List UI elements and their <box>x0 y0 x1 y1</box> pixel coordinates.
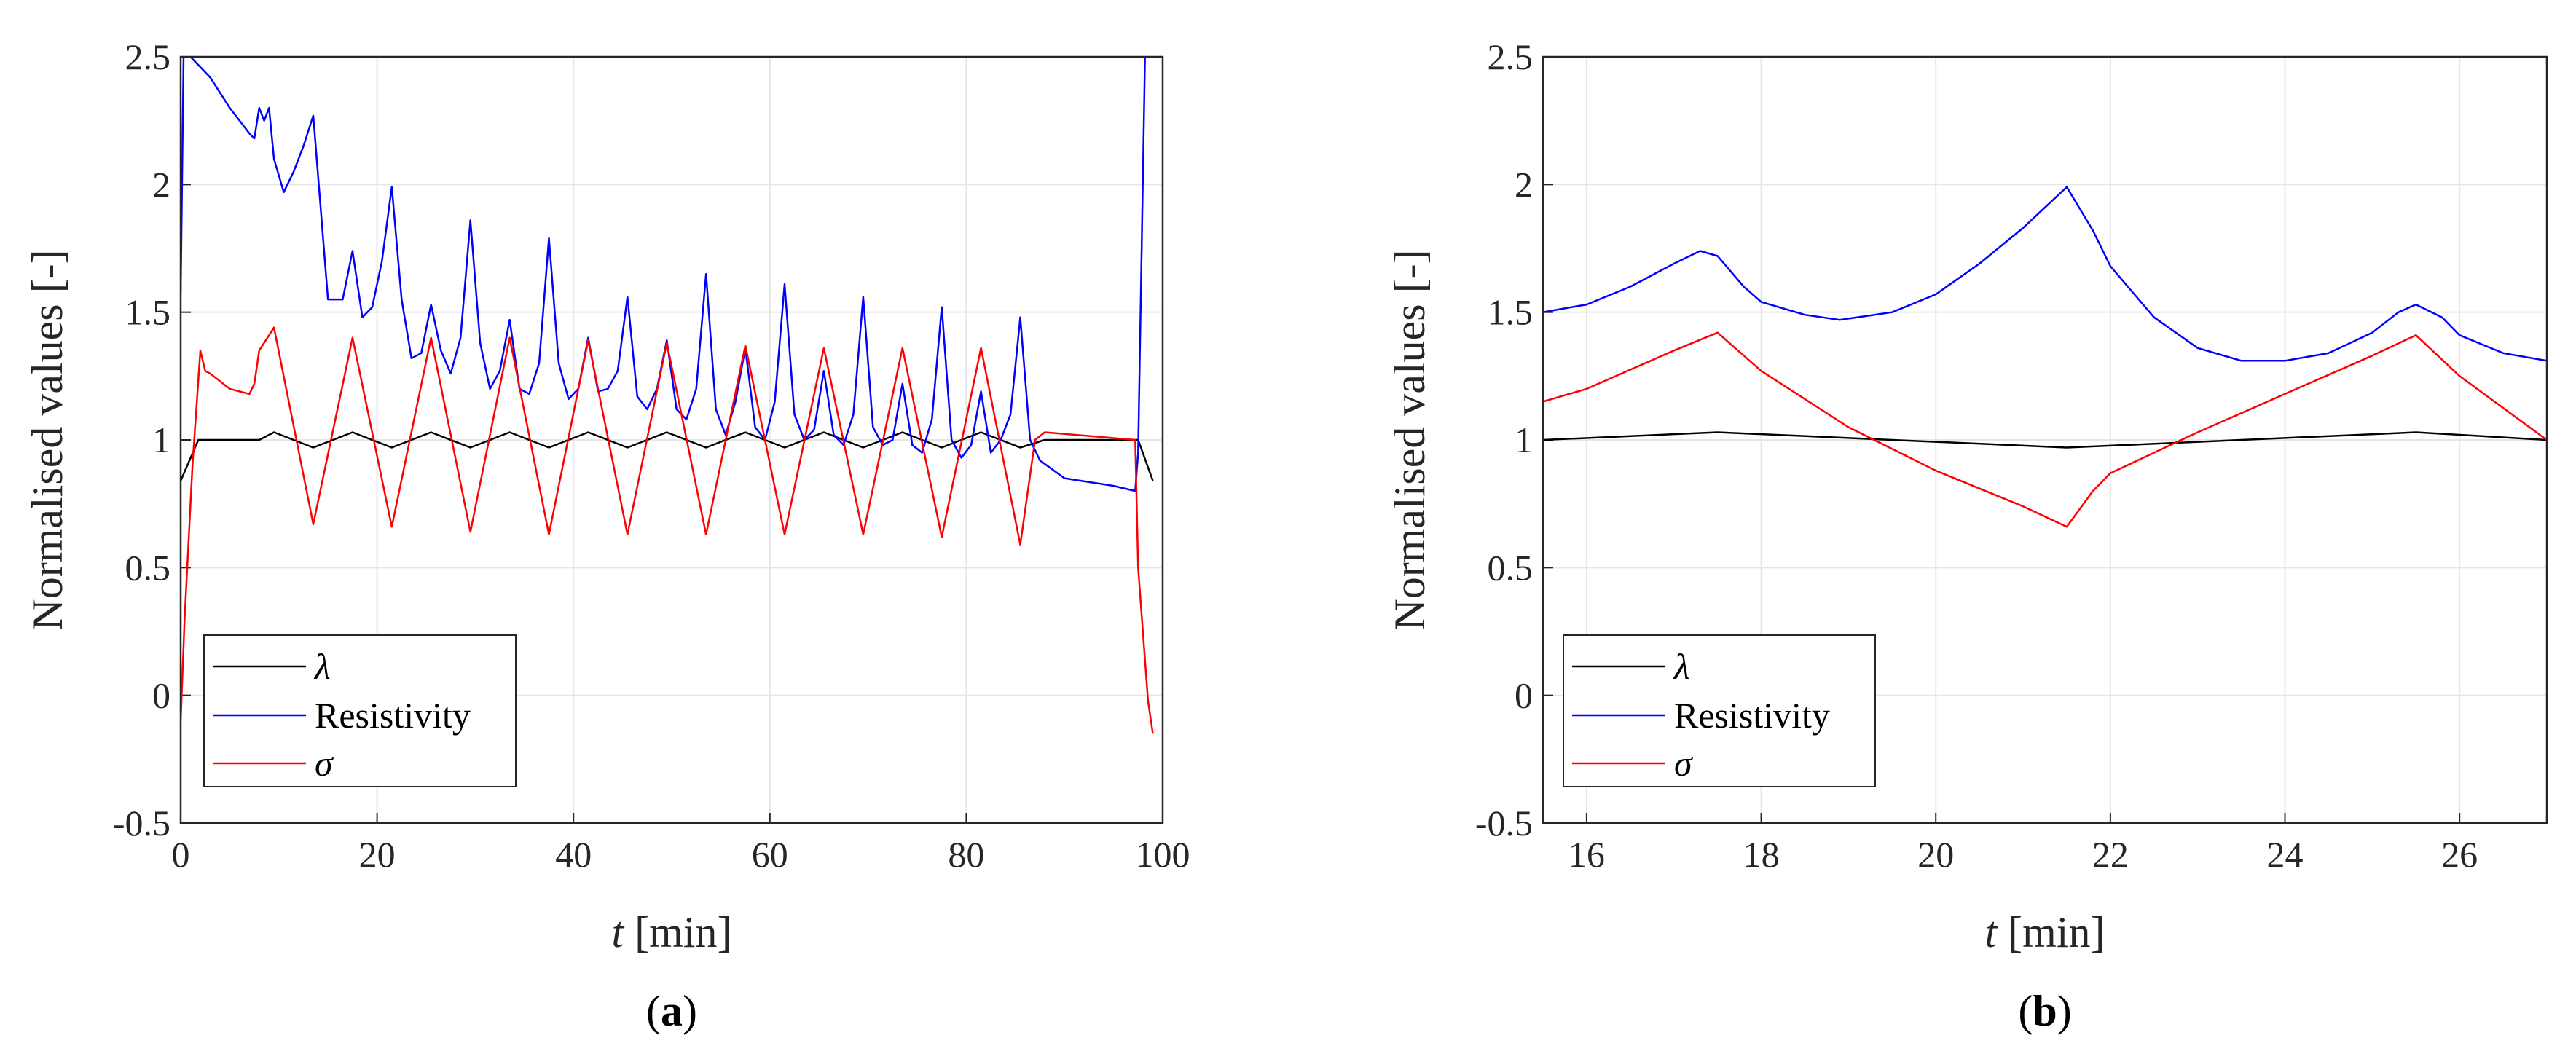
x-tick-label: 40 <box>555 834 592 875</box>
series-a <box>181 57 1154 734</box>
legend-label-sigma-b: σ <box>1674 743 1694 784</box>
y-tick-label: -0.5 <box>113 803 170 843</box>
y-tick-label: 1.5 <box>1488 292 1534 333</box>
y-tick-label: -0.5 <box>1475 803 1533 843</box>
series-line-sigma-a <box>181 326 1154 734</box>
x-tick-label: 60 <box>752 834 788 875</box>
x-axis-label-b: t [min] <box>1985 908 2105 956</box>
plot-frame-b <box>1542 55 2548 824</box>
y-tick-label: 2.5 <box>125 36 171 77</box>
y-tick-label: 2 <box>152 164 170 205</box>
x-tick-label: 100 <box>1136 834 1190 875</box>
legend-label-resistivity-a: Resistivity <box>315 695 471 736</box>
y-tick-label: 0.5 <box>1488 547 1534 588</box>
y-ticks-b: -0.5 0 0.5 1 1.5 2 2.5 <box>1475 36 1553 843</box>
legend-label-sigma-a: σ <box>315 743 334 784</box>
x-ticks-a: 0 20 40 60 80 100 <box>172 813 1190 875</box>
series-line-sigma-b <box>1543 331 2547 528</box>
legend-box-b <box>1563 634 1876 787</box>
legend-a: λ Resistivity σ <box>203 634 517 787</box>
y-tick-label: 1.5 <box>125 292 171 333</box>
y-tick-label: 0 <box>1515 675 1533 716</box>
y-tick-label: 2 <box>1515 164 1533 205</box>
legend-box-a <box>203 634 517 787</box>
y-axis-label-a: Normalised values [-] <box>23 249 71 630</box>
x-tick-label: 26 <box>2441 834 2478 875</box>
legend-label-lambda-b: λ <box>1673 646 1690 687</box>
series-b <box>1543 186 2547 528</box>
x-axis-unit-b: [min] <box>1997 908 2105 956</box>
x-axis-label-a: t [min] <box>612 908 732 956</box>
panel-b: -0.5 0 0.5 1 1.5 2 2.5 16 18 20 22 24 26 Normalised… <box>1386 36 2548 1035</box>
legend-b: λ Resistivity σ <box>1563 634 1876 787</box>
panel-a: -0.500.511.522.5 0 20 40 60 80 100 Normalised… <box>23 36 1190 1035</box>
y-tick-label: 1 <box>152 420 170 460</box>
x-tick-label: 20 <box>359 834 396 875</box>
panel-caption-a: (a) <box>646 987 697 1035</box>
x-tick-label: 24 <box>2267 834 2304 875</box>
y-tick-label: 0.5 <box>125 547 171 588</box>
y-tick-label: 1 <box>1515 420 1533 460</box>
legend-label-lambda-a: λ <box>313 646 331 687</box>
x-tick-label: 20 <box>1917 834 1954 875</box>
panel-letter-b: b <box>2033 987 2057 1035</box>
panel-caption-b: (b) <box>2018 987 2071 1035</box>
plot-frame-a <box>179 55 1164 824</box>
x-axis-unit-a: [min] <box>624 908 731 956</box>
x-tick-label: 18 <box>1743 834 1780 875</box>
x-tick-label: 16 <box>1568 834 1605 875</box>
x-tick-label: 22 <box>2092 834 2129 875</box>
x-ticks-b: 16 18 20 22 24 26 <box>1568 813 2478 875</box>
x-tick-label: 80 <box>948 834 984 875</box>
x-tick-label: 0 <box>172 834 190 875</box>
series-line-lambda-b <box>1543 431 2547 449</box>
series-line-resistivity-a <box>181 57 1146 492</box>
series-line-resistivity-b <box>1543 186 2547 362</box>
y-axis-label-b: Normalised values [-] <box>1386 249 1434 630</box>
y-tick-label: 2.5 <box>1488 36 1534 77</box>
x-axis-var-a: t <box>612 908 625 956</box>
x-axis-var-b: t <box>1985 908 1998 956</box>
y-ticks-a: -0.5 0 0.5 1 1.5 2 2.5 <box>113 36 191 843</box>
legend-label-resistivity-b: Resistivity <box>1674 695 1830 736</box>
y-tick-label: 0 <box>152 675 170 716</box>
panel-letter-a: a <box>661 987 683 1035</box>
